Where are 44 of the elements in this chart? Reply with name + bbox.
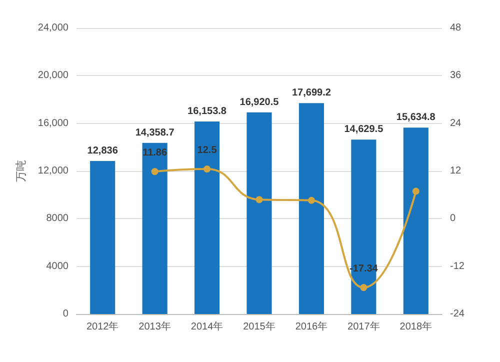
point <box>308 196 315 204</box>
bar <box>351 140 376 314</box>
x-tick-label: 2016年 <box>295 320 328 332</box>
y-tick-label: 12,000 <box>38 166 69 176</box>
data-label: 14,358.7 <box>135 127 175 138</box>
data-label: 14,629.5 <box>344 124 384 136</box>
x-tick-label: 2017年 <box>348 320 380 332</box>
y2-tick-label: 36 <box>450 70 462 82</box>
data-label: 12,836 <box>87 146 118 157</box>
y-tick-label: 20,000 <box>38 70 69 82</box>
bar <box>298 103 324 314</box>
x-tick-label: 2015年 <box>243 320 276 332</box>
data-label: 17,699.2 <box>292 88 332 99</box>
x-tick-label: 2012年 <box>86 320 119 332</box>
y-tick-label: 8000 <box>46 213 69 224</box>
y2-tick-label: -24 <box>450 308 465 320</box>
y-axis-title: 万吨 <box>14 160 28 182</box>
y-tick-label: 0 <box>62 308 69 320</box>
bar <box>142 142 168 314</box>
bar <box>403 128 428 314</box>
y2-tick-label: 12 <box>450 166 462 176</box>
x-tick-label: 2018年 <box>400 320 432 332</box>
data-label: 16,920.5 <box>240 96 280 108</box>
point <box>256 196 263 204</box>
y2-tick-label: 0 <box>450 213 456 224</box>
x-tick-label: 2014年 <box>190 320 224 332</box>
point <box>151 168 158 176</box>
bar <box>90 161 116 314</box>
bar <box>194 122 220 314</box>
y-tick-label: 24,000 <box>38 22 69 34</box>
point <box>204 166 211 173</box>
data-label: 16,153.8 <box>188 106 227 117</box>
y-tick-label: 16,000 <box>38 118 69 129</box>
x-tick-label: 2013年 <box>138 320 171 332</box>
data-label: 12.5 <box>197 145 218 156</box>
data-label: 11.86 <box>142 148 168 159</box>
y-tick-label: 4000 <box>46 260 69 272</box>
bar <box>246 112 272 314</box>
y2-tick-label: -12 <box>450 260 465 272</box>
y2-tick-label: 48 <box>450 22 462 34</box>
y2-tick-label: 24 <box>450 118 462 129</box>
data-label: 15,634.8 <box>396 112 436 124</box>
point <box>412 188 420 195</box>
point <box>360 284 368 292</box>
